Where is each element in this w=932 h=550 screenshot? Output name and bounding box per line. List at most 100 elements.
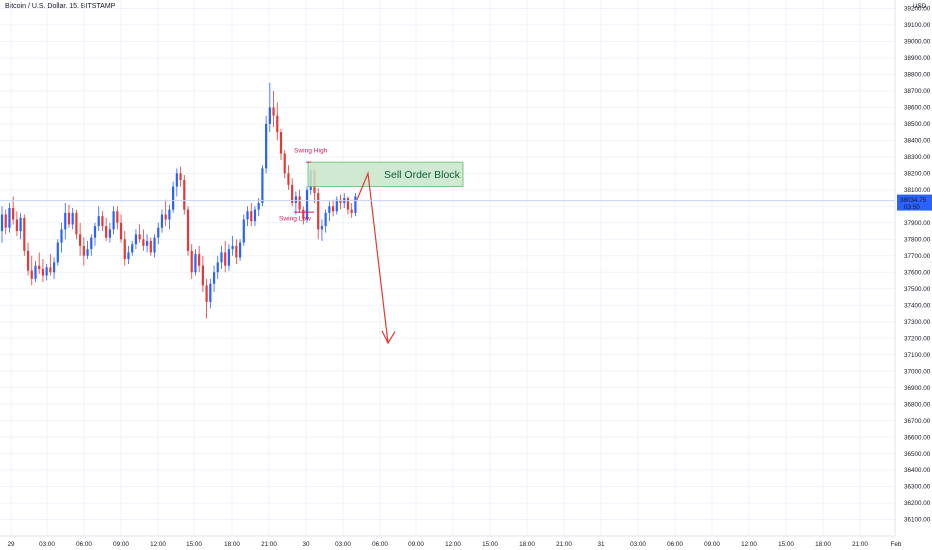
candle-body	[328, 206, 331, 213]
price-tick-label: 38100.00	[904, 187, 931, 194]
candle	[75, 209, 78, 240]
candle-body	[283, 153, 286, 174]
candle	[49, 254, 52, 276]
price-tick-label: 38700.00	[904, 88, 931, 95]
candle-body	[60, 229, 63, 243]
candle-body	[287, 173, 290, 185]
candle	[116, 206, 119, 230]
candle-body	[257, 203, 260, 210]
candle	[160, 209, 164, 233]
candle	[90, 234, 93, 256]
candle-body	[339, 199, 342, 204]
candle-body	[71, 212, 74, 225]
candle	[0, 206, 4, 243]
candle	[305, 186, 309, 223]
candle	[30, 255, 33, 286]
candle	[105, 217, 108, 241]
candlestick-series	[0, 82, 357, 319]
chart-title: Bitcoin / U.S. Dollar, 15, BITSTAMP	[5, 3, 116, 10]
candle-body	[4, 214, 7, 228]
candle	[291, 178, 294, 207]
price-tick-label: 39000.00	[904, 39, 931, 46]
candle-body	[0, 214, 4, 232]
price-axis[interactable]: 39200.00 39100.00 39000.00 38900.00 38800.00…	[894, 0, 931, 536]
time-tick-label: 06:00	[76, 541, 92, 548]
candle	[67, 204, 71, 228]
candle	[246, 206, 249, 227]
candle-body	[153, 237, 156, 253]
candle	[231, 235, 234, 256]
candle-body	[302, 209, 305, 220]
candle	[101, 211, 104, 232]
time-tick-label: 15:00	[186, 541, 202, 548]
candle-body	[26, 250, 30, 271]
candle-body	[101, 216, 104, 227]
candle-body	[67, 212, 71, 225]
candle	[198, 245, 201, 273]
candle-body	[86, 249, 89, 256]
candle	[335, 196, 338, 215]
candle-body	[175, 173, 178, 187]
candle	[179, 166, 182, 187]
candle	[339, 194, 342, 210]
candle	[26, 242, 30, 276]
candle-body	[134, 234, 138, 245]
candle-body	[205, 285, 208, 302]
candle	[175, 168, 178, 197]
time-axis[interactable]: 29 03:00 06:00 09:00 12:00 15:00 18:00 21:00 30 0…	[0, 535, 902, 548]
candle-body	[82, 245, 85, 256]
candle-body	[108, 229, 111, 238]
candle	[324, 209, 327, 233]
candle	[86, 240, 89, 260]
candle	[164, 199, 167, 227]
candle	[142, 229, 145, 251]
candle	[265, 115, 268, 174]
candle-body	[56, 242, 59, 263]
price-tick-label: 37500.00	[904, 286, 931, 293]
time-tick-label: 09:00	[408, 541, 424, 548]
candle	[216, 255, 219, 279]
candle	[257, 198, 260, 217]
time-tick-label: 03:00	[630, 541, 646, 548]
candle	[134, 229, 138, 250]
candle-body	[294, 196, 297, 204]
candle-body	[242, 219, 245, 243]
time-tick-label: 09:00	[113, 541, 129, 548]
candle-body	[190, 250, 193, 273]
price-tick-label: 38400.00	[904, 138, 931, 145]
grid-lines	[0, 0, 895, 536]
time-tick-label: 03:00	[39, 541, 55, 548]
candle	[23, 214, 26, 256]
price-tick-label: 37300.00	[904, 319, 931, 326]
candle	[317, 188, 320, 240]
candle	[276, 102, 279, 141]
candle-body	[38, 265, 41, 269]
candle-body	[212, 272, 216, 284]
candle-body	[116, 211, 119, 223]
candle	[15, 211, 18, 236]
candle	[12, 196, 15, 225]
candle-body	[354, 196, 357, 213]
candle-body	[238, 242, 242, 258]
candle	[294, 191, 297, 215]
candle	[168, 204, 171, 230]
candle-body	[160, 214, 164, 228]
candle-body	[335, 199, 338, 212]
candle-body	[41, 268, 45, 276]
time-tick-label: 29	[7, 541, 15, 548]
time-tick-label: 09:00	[704, 541, 720, 548]
candle	[112, 206, 115, 235]
candle-body	[19, 217, 22, 232]
candle-body	[276, 115, 279, 133]
sell-order-block[interactable]	[307, 161, 464, 187]
candle	[220, 245, 223, 269]
candle-body	[75, 212, 78, 235]
candle-body	[164, 214, 167, 220]
candle	[157, 222, 160, 245]
price-tick-label: 38800.00	[904, 72, 931, 79]
candle-body	[246, 211, 249, 220]
candle	[93, 222, 97, 246]
candle-body	[220, 252, 223, 263]
candle	[227, 244, 231, 271]
